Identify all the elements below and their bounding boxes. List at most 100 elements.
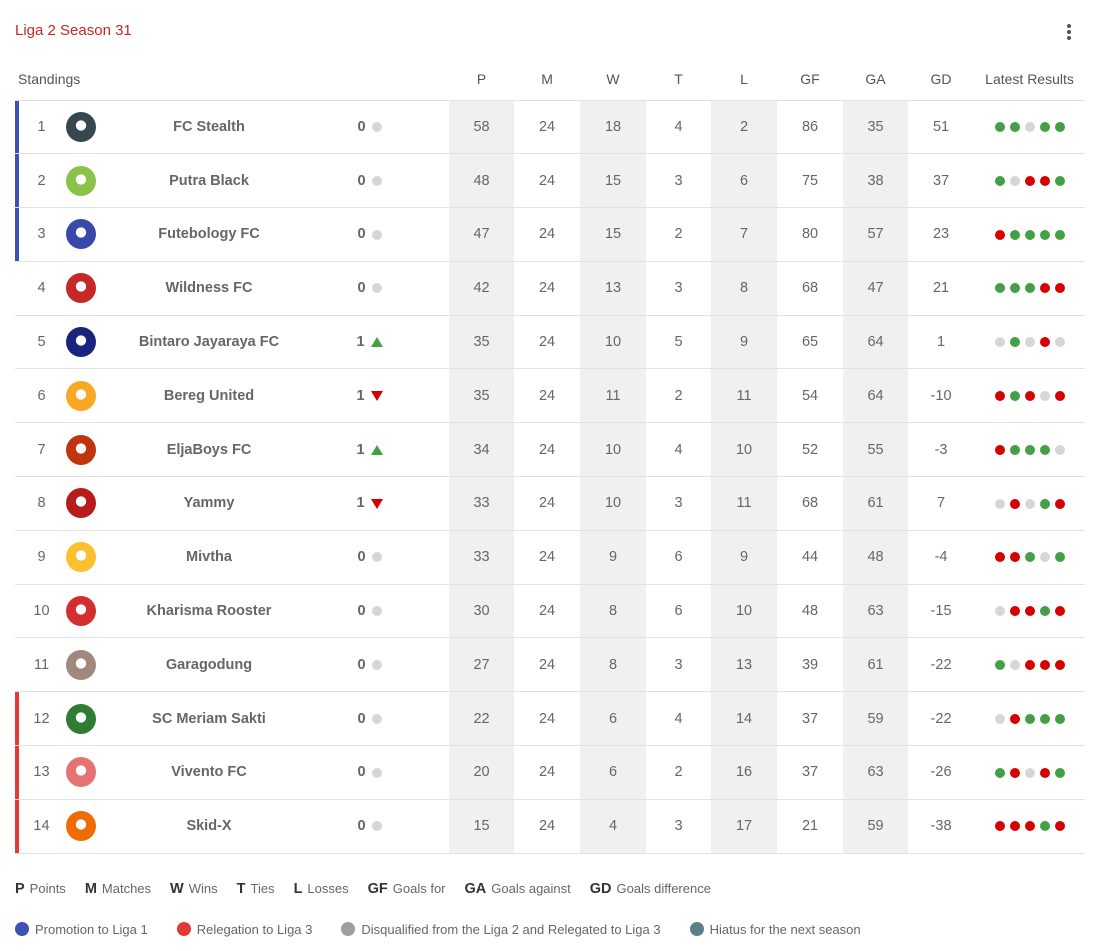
table-row[interactable]: 8 Yammy 1 33 24 10 3 11 68 61 7 (15, 476, 1086, 531)
stat-goals-for: 68 (777, 476, 844, 531)
position: 7 (15, 422, 55, 478)
table-row[interactable]: 9 Mivtha 0 33 24 9 6 9 44 48 -4 (15, 530, 1086, 585)
result-loss-icon (1024, 175, 1035, 186)
more-options-icon[interactable] (1062, 22, 1076, 42)
stat-goals-for: 68 (777, 261, 844, 316)
stat-losses: 7 (711, 207, 778, 262)
team-name[interactable]: Garagodung (107, 637, 307, 693)
stat-losses: 9 (711, 315, 778, 370)
position-change: 1 (307, 315, 450, 370)
team-logo (66, 757, 96, 788)
position-change-value: 0 (357, 710, 366, 727)
team-name[interactable]: SC Meriam Sakti (107, 691, 307, 747)
latest-results (974, 207, 1086, 262)
team-name[interactable]: Yammy (107, 476, 307, 531)
table-row[interactable]: 5 Bintaro Jayaraya FC 1 35 24 10 5 9 65 64 1 (15, 315, 1086, 370)
team-name[interactable]: Mivtha (107, 530, 307, 585)
table-row[interactable]: 1 FC Stealth 0 58 24 18 4 2 86 35 51 (15, 100, 1086, 155)
column-matches[interactable]: M (514, 58, 581, 101)
stat-matches: 24 (514, 368, 581, 424)
result-draw-icon (994, 337, 1005, 348)
team-name[interactable]: Bintaro Jayaraya FC (107, 315, 307, 370)
result-draw-icon (1024, 767, 1035, 778)
result-win-icon (1024, 713, 1035, 724)
legend-item: L Losses (294, 881, 349, 899)
position: 6 (15, 368, 55, 424)
result-win-icon (1039, 229, 1050, 240)
no-change-dot-icon (371, 767, 382, 778)
table-row[interactable]: 10 Kharisma Rooster 0 30 24 8 6 10 48 63 -15 (15, 584, 1086, 639)
table-row[interactable]: 4 Wildness FC 0 42 24 13 3 8 68 47 21 (15, 261, 1086, 316)
latest-results (974, 261, 1086, 316)
position-change: 1 (307, 422, 450, 478)
stat-points: 30 (449, 584, 515, 639)
team-name[interactable]: Vivento FC (107, 745, 307, 800)
table-row[interactable]: 6 Bereg United 1 35 24 11 2 11 54 64 -10 (15, 368, 1086, 424)
position: 5 (15, 315, 55, 370)
position-change-value: 0 (357, 172, 366, 189)
stat-wins: 10 (580, 315, 647, 370)
position-change-value: 1 (356, 334, 365, 351)
stat-goals-against: 57 (843, 207, 909, 262)
position-change-value: 1 (356, 495, 365, 512)
stat-goals-for: 80 (777, 207, 844, 262)
table-row[interactable]: 3 Futebology FC 0 47 24 15 2 7 80 57 23 (15, 207, 1086, 262)
stat-wins: 11 (580, 368, 647, 424)
table-row[interactable]: 11 Garagodung 0 27 24 8 3 13 39 61 -22 (15, 637, 1086, 693)
result-win-icon (1024, 552, 1035, 563)
stat-losses: 16 (711, 745, 778, 800)
result-loss-icon (994, 391, 1005, 402)
column-losses[interactable]: L (711, 58, 778, 101)
column-ties[interactable]: T (646, 58, 712, 101)
result-win-icon (1024, 444, 1035, 455)
team-name[interactable]: Skid-X (107, 799, 307, 854)
result-draw-icon (1039, 552, 1050, 563)
result-win-icon (1054, 713, 1065, 724)
position-change-value: 0 (357, 226, 366, 243)
result-win-icon (1024, 229, 1035, 240)
result-draw-icon (1054, 337, 1065, 348)
table-row[interactable]: 13 Vivento FC 0 20 24 6 2 16 37 63 -26 (15, 745, 1086, 800)
zone-legend-item: Hiatus for the next season (689, 920, 861, 938)
table-row[interactable]: 14 Skid-X 0 15 24 4 3 17 21 59 -38 (15, 799, 1086, 854)
stat-ties: 2 (646, 207, 712, 262)
result-win-icon (1039, 713, 1050, 724)
column-points[interactable]: P (449, 58, 515, 101)
latest-results (974, 584, 1086, 639)
no-change-dot-icon (371, 821, 382, 832)
team-name[interactable]: Bereg United (107, 368, 307, 424)
stat-goals-for: 52 (777, 422, 844, 478)
stat-wins: 15 (580, 153, 647, 209)
result-loss-icon (1054, 498, 1065, 509)
legend-desc: Ties (250, 881, 275, 896)
team-name[interactable]: Futebology FC (107, 207, 307, 262)
legend-desc: Goals for (392, 881, 446, 896)
team-name[interactable]: Wildness FC (107, 261, 307, 316)
table-row[interactable]: 2 Putra Black 0 48 24 15 3 6 75 38 37 (15, 153, 1086, 209)
table-row[interactable]: 7 EljaBoys FC 1 34 24 10 4 10 52 55 -3 (15, 422, 1086, 478)
result-win-icon (1054, 122, 1065, 133)
team-name[interactable]: Kharisma Rooster (107, 584, 307, 639)
position: 1 (15, 100, 55, 155)
legend-abbr: P (15, 881, 25, 897)
stat-goal-difference: 21 (908, 261, 975, 316)
table-row[interactable]: 12 SC Meriam Sakti 0 22 24 6 4 14 37 59 -22 (15, 691, 1086, 747)
standings-table: Standings P M W T L GF GA GD Latest Resu… (15, 58, 1086, 854)
team-name[interactable]: FC Stealth (107, 100, 307, 155)
team-name[interactable]: Putra Black (107, 153, 307, 209)
result-draw-icon (1024, 498, 1035, 509)
column-goals-against[interactable]: GA (843, 58, 909, 101)
no-change-dot-icon (371, 660, 382, 671)
column-goal-difference[interactable]: GD (908, 58, 975, 101)
legend-abbr: GA (464, 881, 487, 897)
team-logo (66, 219, 96, 250)
stat-goals-for: 75 (777, 153, 844, 209)
team-name[interactable]: EljaBoys FC (107, 422, 307, 478)
position-change: 0 (307, 100, 450, 155)
result-win-icon (1039, 821, 1050, 832)
result-win-icon (1009, 283, 1020, 294)
column-wins[interactable]: W (580, 58, 647, 101)
latest-results (974, 530, 1086, 585)
latest-results (974, 100, 1086, 155)
column-goals-for[interactable]: GF (777, 58, 844, 101)
